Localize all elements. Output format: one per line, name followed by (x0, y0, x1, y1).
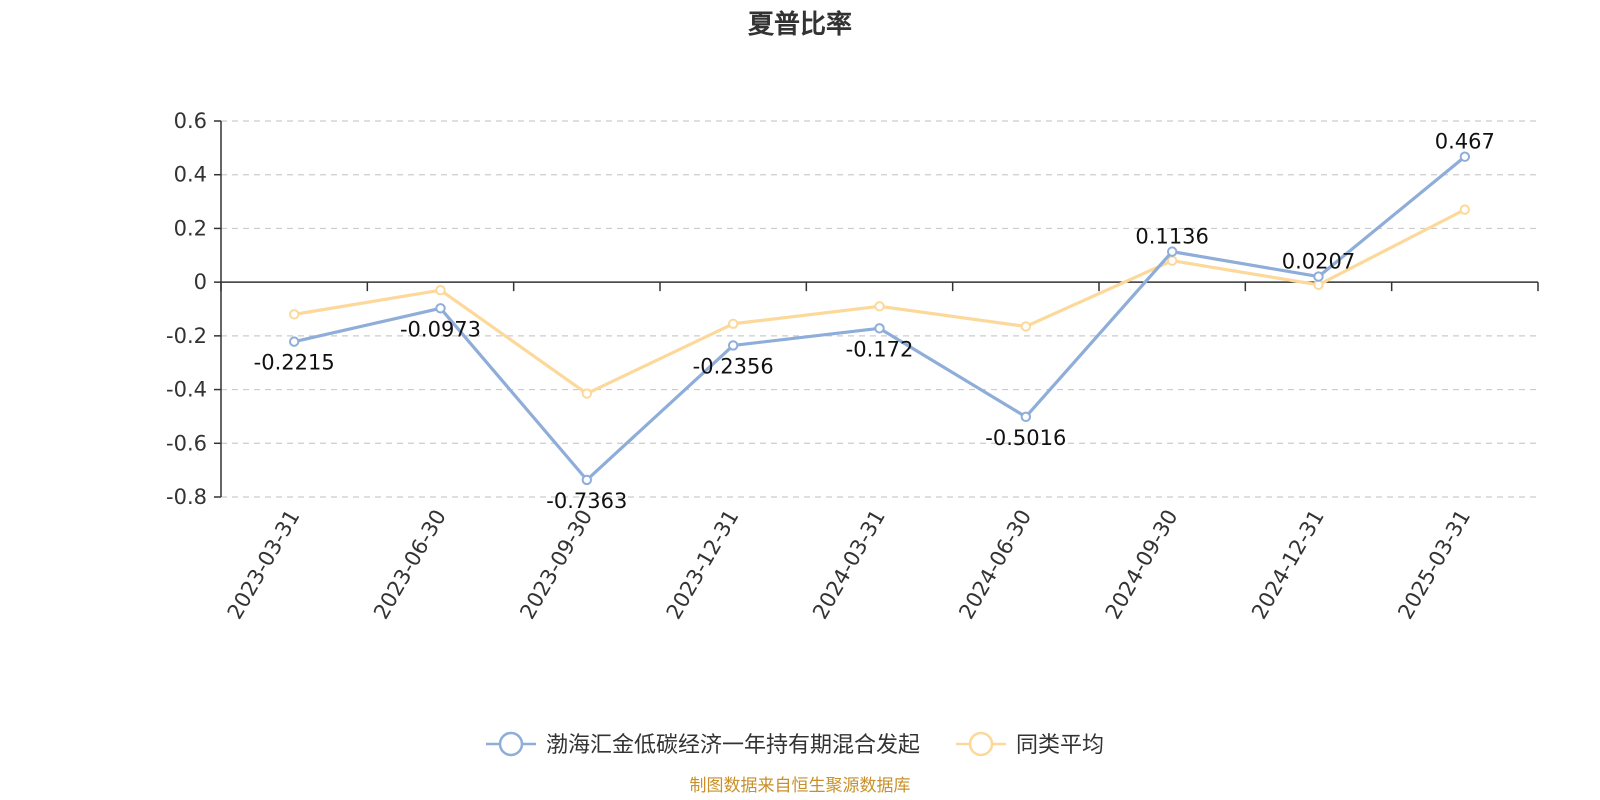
series-point-1[interactable] (874, 301, 885, 312)
x-tick-label: 2024-03-31 (808, 506, 890, 624)
series-point-1[interactable] (581, 388, 593, 399)
series-point-1[interactable] (1313, 279, 1324, 291)
series-point-1[interactable] (435, 285, 446, 296)
series-point-1[interactable] (1020, 321, 1032, 332)
series-point-0[interactable] (727, 340, 739, 351)
legend-label: 渤海汇金低碳经济一年持有期混合发起 (546, 733, 920, 758)
legend-marker-icon (498, 731, 524, 757)
x-tick-label: 2024-12-31 (1247, 506, 1329, 624)
series-point-1[interactable] (727, 318, 739, 329)
data-label: -0.0973 (400, 317, 481, 341)
y-tick-label: 0.2 (174, 216, 207, 240)
chart-title: 夏普比率 (748, 9, 852, 40)
axes: 0.6 0.4 0.2 0 -0.2 -0.4 -0.6 -0.8 2023-03-31 2023… (166, 109, 1539, 624)
data-label: 0.467 (1435, 130, 1495, 154)
y-tick-label: -0.4 (166, 378, 207, 402)
y-tick-label: 0 (194, 270, 207, 294)
data-labels: -0.2215 -0.0973 -0.7363 -0.2356 -0.172 -0.501… (254, 130, 1495, 513)
y-tick-label: 0.6 (174, 109, 207, 133)
data-label: 0.1136 (1135, 225, 1208, 249)
series-point-0[interactable] (581, 474, 593, 486)
series-lines (288, 151, 1471, 486)
series-point-0[interactable] (288, 336, 300, 347)
legend-item-0[interactable]: 渤海汇金低碳经济一年持有期混合发起 (485, 731, 920, 758)
x-tick-label: 2025-03-31 (1393, 506, 1475, 624)
series-point-1[interactable] (1459, 204, 1471, 215)
x-tick-label: 2023-09-30 (515, 506, 597, 624)
y-tick-label: -0.2 (166, 324, 207, 348)
x-tick-label: 2023-03-31 (223, 506, 305, 624)
data-label: -0.7363 (546, 489, 627, 513)
x-tick-label: 2023-06-30 (369, 506, 451, 624)
data-label: -0.5016 (985, 426, 1066, 450)
legend[interactable]: 渤海汇金低碳经济一年持有期混合发起 同类平均 (485, 731, 1104, 758)
series-point-1[interactable] (288, 309, 300, 320)
series-point-0[interactable] (435, 303, 446, 314)
legend-item-1[interactable]: 同类平均 (956, 731, 1104, 758)
data-label: 0.0207 (1282, 250, 1355, 274)
series-point-0[interactable] (874, 323, 885, 334)
data-label: -0.2356 (693, 354, 774, 378)
data-label: -0.2215 (254, 351, 335, 375)
y-tick-label: -0.8 (166, 485, 207, 509)
y-tick-label: 0.4 (174, 163, 207, 187)
legend-label: 同类平均 (1016, 733, 1104, 758)
y-tick-label: -0.6 (166, 431, 207, 455)
x-tick-label: 2024-06-30 (954, 506, 1036, 624)
source-note: 制图数据来自恒生聚源数据库 (690, 776, 911, 796)
series-point-0[interactable] (1020, 411, 1032, 423)
data-label: -0.172 (846, 337, 914, 361)
x-tick-label: 2024-09-30 (1101, 506, 1183, 624)
legend-marker-icon (968, 731, 994, 757)
series-point-0[interactable] (1166, 246, 1178, 257)
series-point-1[interactable] (1166, 255, 1178, 266)
series-point-0[interactable] (1313, 271, 1324, 282)
series-point-0[interactable] (1459, 151, 1471, 162)
x-tick-label: 2023-12-31 (662, 506, 744, 624)
